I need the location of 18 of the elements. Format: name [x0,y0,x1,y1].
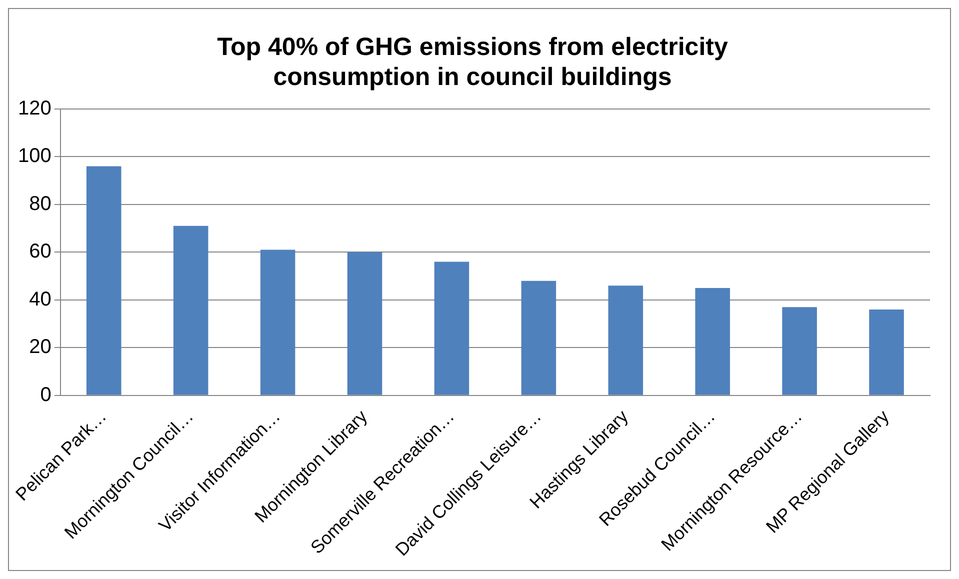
bar [347,252,382,395]
y-tick-label: 20 [29,336,52,358]
bar [86,166,122,395]
bar [434,262,470,395]
bar [695,288,730,395]
bar [521,280,556,395]
y-tick-label: 0 [40,384,52,406]
bar [608,286,644,395]
y-tick-label: 80 [29,192,52,215]
bar [260,250,296,395]
bar [173,226,208,395]
y-tick-label: 100 [18,145,52,168]
y-tick-label: 40 [29,288,52,310]
chart-title: Top 40% of GHG emissions from electricity consumption in council buildings [217,32,728,91]
bar [782,307,817,395]
y-tick-label: 60 [29,240,52,263]
y-tick-label: 120 [18,98,52,120]
bar [869,309,904,395]
